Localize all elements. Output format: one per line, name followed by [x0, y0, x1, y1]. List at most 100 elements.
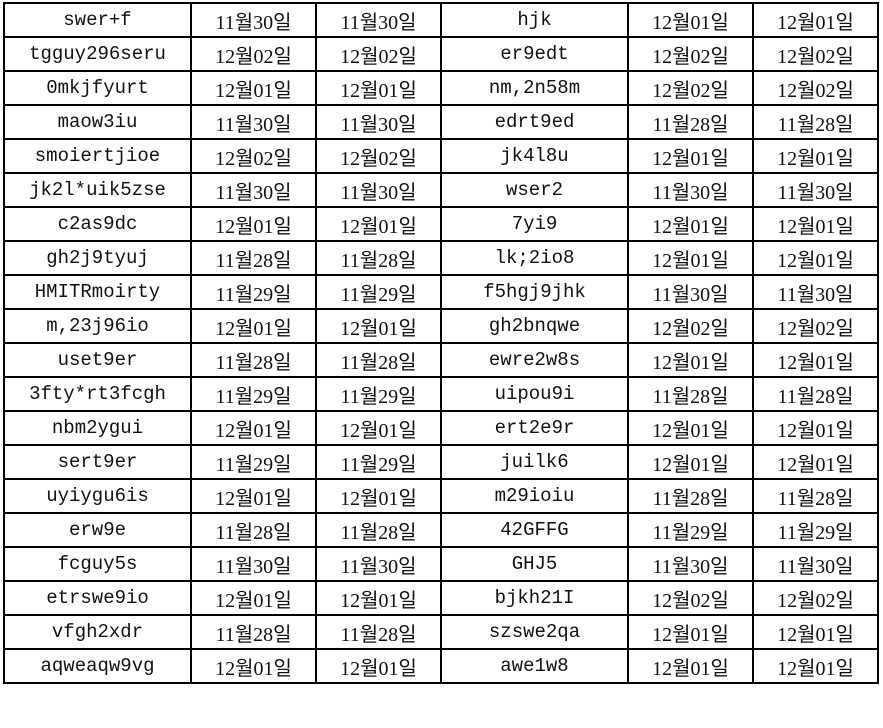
date-cell[interactable]: 12월01일 — [190, 206, 317, 242]
code-cell[interactable]: erw9e — [3, 512, 192, 548]
date-cell[interactable]: 11월29일 — [315, 376, 442, 412]
code-cell[interactable]: uyiygu6is — [3, 478, 192, 514]
date-cell[interactable]: 11월30일 — [627, 546, 754, 582]
date-cell[interactable]: 11월29일 — [190, 274, 317, 310]
date-cell[interactable]: 12월01일 — [752, 648, 879, 684]
code-cell[interactable]: f5hgj9jhk — [440, 274, 629, 310]
date-cell[interactable]: 11월28일 — [752, 478, 879, 514]
date-cell[interactable]: 11월30일 — [627, 274, 754, 310]
code-cell[interactable]: 7yi9 — [440, 206, 629, 242]
date-cell[interactable]: 12월01일 — [627, 206, 754, 242]
date-cell[interactable]: 12월01일 — [627, 444, 754, 480]
code-cell[interactable]: 3fty*rt3fcgh — [3, 376, 192, 412]
date-cell[interactable]: 12월01일 — [752, 138, 879, 174]
date-cell[interactable]: 12월01일 — [752, 342, 879, 378]
date-cell[interactable]: 11월30일 — [190, 2, 317, 38]
date-cell[interactable]: 11월28일 — [190, 512, 317, 548]
date-cell[interactable]: 12월02일 — [190, 36, 317, 72]
date-cell[interactable]: 11월28일 — [190, 240, 317, 276]
date-cell[interactable]: 12월02일 — [627, 580, 754, 616]
code-cell[interactable]: hjk — [440, 2, 629, 38]
date-cell[interactable]: 11월28일 — [752, 376, 879, 412]
date-cell[interactable]: 11월28일 — [315, 512, 442, 548]
date-cell[interactable]: 12월01일 — [752, 614, 879, 650]
date-cell[interactable]: 11월30일 — [190, 546, 317, 582]
date-cell[interactable]: 11월29일 — [752, 512, 879, 548]
code-cell[interactable]: maow3iu — [3, 104, 192, 140]
code-cell[interactable]: ert2e9r — [440, 410, 629, 446]
code-cell[interactable]: edrt9ed — [440, 104, 629, 140]
date-cell[interactable]: 11월28일 — [627, 478, 754, 514]
date-cell[interactable]: 12월01일 — [315, 410, 442, 446]
date-cell[interactable]: 11월28일 — [627, 104, 754, 140]
date-cell[interactable]: 11월28일 — [315, 614, 442, 650]
code-cell[interactable]: gh2j9tyuj — [3, 240, 192, 276]
date-cell[interactable]: 11월30일 — [627, 172, 754, 208]
code-cell[interactable]: c2as9dc — [3, 206, 192, 242]
date-cell[interactable]: 12월01일 — [190, 648, 317, 684]
date-cell[interactable]: 11월28일 — [190, 342, 317, 378]
date-cell[interactable]: 12월02일 — [752, 36, 879, 72]
code-cell[interactable]: nm,2n58m — [440, 70, 629, 106]
date-cell[interactable]: 12월01일 — [627, 614, 754, 650]
date-cell[interactable]: 12월01일 — [752, 206, 879, 242]
date-cell[interactable]: 12월01일 — [627, 342, 754, 378]
date-cell[interactable]: 11월29일 — [190, 376, 317, 412]
code-cell[interactable]: bjkh21I — [440, 580, 629, 616]
code-cell[interactable]: awe1w8 — [440, 648, 629, 684]
code-cell[interactable]: sert9er — [3, 444, 192, 480]
code-cell[interactable]: nbm2ygui — [3, 410, 192, 446]
code-cell[interactable]: m,23j96io — [3, 308, 192, 344]
date-cell[interactable]: 12월02일 — [315, 138, 442, 174]
date-cell[interactable]: 12월02일 — [627, 308, 754, 344]
date-cell[interactable]: 12월01일 — [315, 70, 442, 106]
date-cell[interactable]: 11월30일 — [752, 546, 879, 582]
code-cell[interactable]: swer+f — [3, 2, 192, 38]
date-cell[interactable]: 12월01일 — [315, 478, 442, 514]
date-cell[interactable]: 12월01일 — [627, 2, 754, 38]
date-cell[interactable]: 11월29일 — [315, 274, 442, 310]
code-cell[interactable]: tgguy296seru — [3, 36, 192, 72]
code-cell[interactable]: wser2 — [440, 172, 629, 208]
date-cell[interactable]: 12월01일 — [752, 444, 879, 480]
date-cell[interactable]: 12월02일 — [315, 36, 442, 72]
date-cell[interactable]: 12월01일 — [752, 240, 879, 276]
date-cell[interactable]: 12월01일 — [190, 410, 317, 446]
date-cell[interactable]: 12월01일 — [627, 240, 754, 276]
date-cell[interactable]: 11월30일 — [190, 172, 317, 208]
date-cell[interactable]: 12월01일 — [315, 648, 442, 684]
code-cell[interactable]: etrswe9io — [3, 580, 192, 616]
code-cell[interactable]: fcguy5s — [3, 546, 192, 582]
date-cell[interactable]: 12월01일 — [752, 2, 879, 38]
date-cell[interactable]: 12월02일 — [752, 70, 879, 106]
date-cell[interactable]: 11월30일 — [315, 172, 442, 208]
code-cell[interactable]: vfgh2xdr — [3, 614, 192, 650]
date-cell[interactable]: 11월30일 — [315, 2, 442, 38]
code-cell[interactable]: m29ioiu — [440, 478, 629, 514]
code-cell[interactable]: lk;2io8 — [440, 240, 629, 276]
date-cell[interactable]: 12월01일 — [190, 70, 317, 106]
code-cell[interactable]: GHJ5 — [440, 546, 629, 582]
date-cell[interactable]: 11월28일 — [627, 376, 754, 412]
code-cell[interactable]: aqweaqw9vg — [3, 648, 192, 684]
date-cell[interactable]: 12월01일 — [190, 308, 317, 344]
date-cell[interactable]: 12월02일 — [752, 580, 879, 616]
code-cell[interactable]: HMITRmoirty — [3, 274, 192, 310]
date-cell[interactable]: 12월01일 — [627, 410, 754, 446]
code-cell[interactable]: uipou9i — [440, 376, 629, 412]
date-cell[interactable]: 11월29일 — [190, 444, 317, 480]
date-cell[interactable]: 11월30일 — [752, 274, 879, 310]
date-cell[interactable]: 11월28일 — [315, 342, 442, 378]
code-cell[interactable]: gh2bnqwe — [440, 308, 629, 344]
date-cell[interactable]: 11월30일 — [190, 104, 317, 140]
code-cell[interactable]: juilk6 — [440, 444, 629, 480]
date-cell[interactable]: 12월01일 — [315, 308, 442, 344]
date-cell[interactable]: 11월28일 — [752, 104, 879, 140]
date-cell[interactable]: 12월01일 — [627, 648, 754, 684]
date-cell[interactable]: 12월01일 — [315, 580, 442, 616]
code-cell[interactable]: ewre2w8s — [440, 342, 629, 378]
date-cell[interactable]: 12월02일 — [752, 308, 879, 344]
code-cell[interactable]: er9edt — [440, 36, 629, 72]
code-cell[interactable]: uset9er — [3, 342, 192, 378]
code-cell[interactable]: jk2l*uik5zse — [3, 172, 192, 208]
